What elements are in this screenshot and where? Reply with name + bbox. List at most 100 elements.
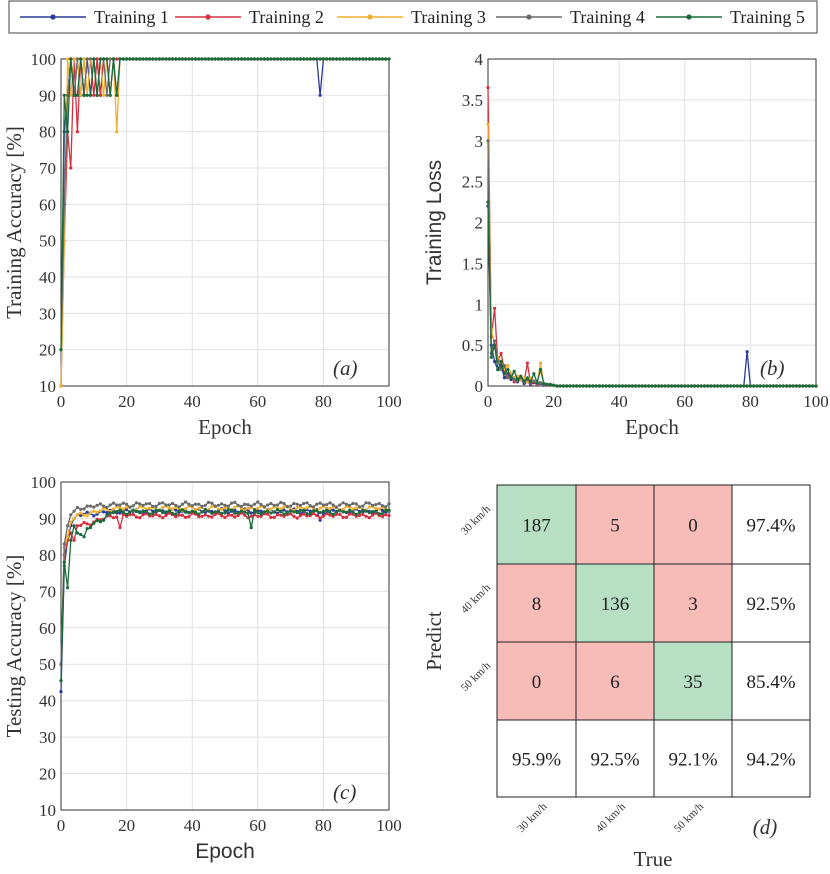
series-1 [59,507,391,694]
x-tick-label: 0 [484,392,493,411]
matrix-cell [653,563,733,643]
data-point [111,510,116,515]
row-label: 50 km/h [459,659,494,694]
y-tick-label: 50 [39,655,56,674]
data-point [269,507,273,511]
data-point [115,503,119,507]
data-point [732,384,736,388]
y-tick-label: 1.5 [462,254,483,273]
matrix-cell [653,484,733,565]
data-point [79,507,83,511]
data-point [180,502,184,506]
data-point [377,57,381,61]
data-point [239,57,243,61]
data-point [144,57,148,61]
data-point [102,504,106,508]
data-point [259,514,263,518]
data-point [357,513,362,518]
data-point [364,509,368,513]
data-point [246,506,250,510]
data-point [801,384,805,388]
data-point [111,57,116,61]
data-point [207,57,211,61]
data-point [811,384,815,388]
data-point [111,516,116,520]
data-point [341,57,345,61]
legend-label-1: Training 1 [94,7,169,27]
data-point [92,514,96,518]
data-point [59,679,63,683]
data-point [486,139,490,143]
data-point [486,122,490,126]
matrix-cell-value: 0 [688,516,698,537]
matrix-cell-value: 5 [610,516,620,537]
data-point [200,510,204,514]
data-point [305,512,309,516]
data-point [95,519,99,523]
data-point [597,384,602,388]
data-point [538,381,543,385]
x-tick-label: 80 [315,392,332,411]
data-point [529,380,533,384]
data-point [167,503,171,507]
matrix-cell-value: 3 [688,594,698,615]
y-axis-label: Predict [422,611,446,671]
data-point [289,512,293,516]
data-point [121,507,125,511]
grid [487,58,817,387]
y-tick-label: 20 [39,341,56,360]
data-point [702,384,707,388]
data-point [102,510,106,514]
data-point [239,509,243,513]
data-point [318,506,322,510]
data-point [522,376,526,380]
data-point [512,377,516,382]
data-point [167,509,171,513]
x-tick-label: 40 [184,392,201,411]
data-point [502,376,506,380]
data-point [111,507,116,511]
data-point [148,501,152,506]
data-point [118,503,122,507]
data-point [193,510,198,514]
series-3 [59,57,391,388]
data-point [249,514,253,518]
matrix-cell [653,719,733,798]
data-point [506,368,510,372]
data-point [75,505,79,510]
matrix-cell-value: 6 [610,672,620,693]
data-point [374,57,378,61]
data-point [371,509,375,514]
data-point [220,511,224,515]
data-point [66,535,70,539]
data-point [499,368,503,372]
data-point [512,369,516,373]
data-point [292,57,296,61]
x-tick-label: 80 [315,816,332,835]
x-tick-label: 100 [376,816,402,835]
data-point [364,57,368,61]
data-point [351,507,355,511]
series-4 [59,500,391,666]
y-tick-label: 0.5 [462,336,483,355]
x-tick-label: 20 [545,392,562,411]
data-point [144,502,148,506]
y-tick-label: 10 [39,377,56,396]
y-axis-label: Training Accuracy [%] [2,126,26,319]
y-tick-label: 0 [475,377,484,396]
data-point [98,93,102,97]
matrix-cell-value: 35 [684,672,703,693]
series-5 [59,57,391,352]
data-point [164,510,168,514]
data-point [571,384,575,388]
data-point [377,501,381,506]
data-point [144,512,148,516]
matrix-cell-value: 8 [532,594,542,615]
data-point [367,501,371,505]
data-point [292,501,296,506]
data-point [184,507,188,511]
data-point [102,518,106,522]
data-point [499,359,503,364]
data-point [200,514,204,518]
data-point [354,506,358,510]
